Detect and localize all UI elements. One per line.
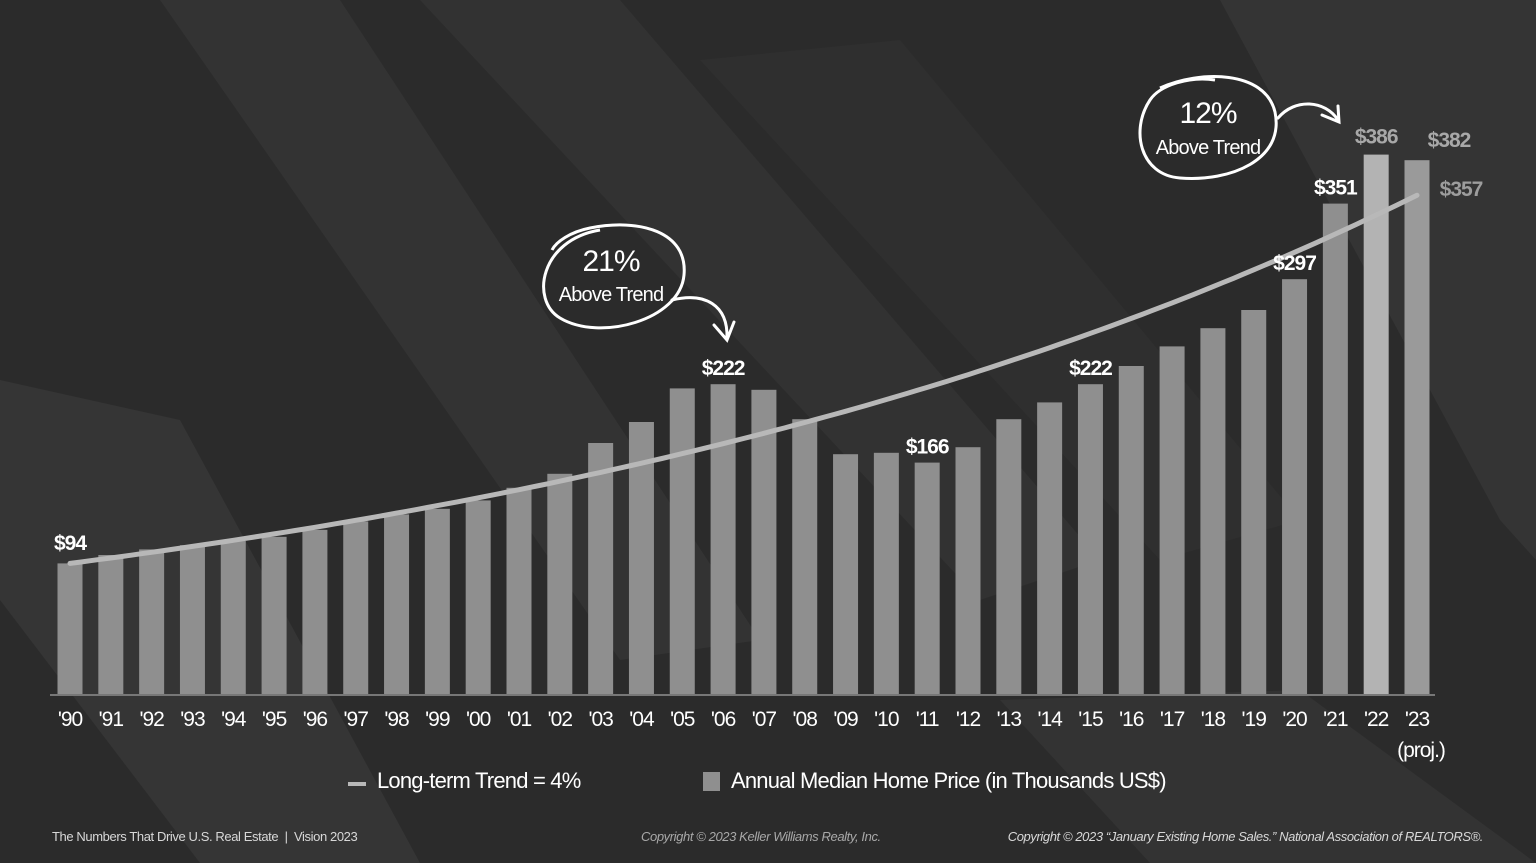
- bar-92: [139, 549, 165, 695]
- data-label: $222: [1069, 357, 1112, 380]
- bar-22: [1363, 154, 1389, 696]
- bar-91: [98, 555, 124, 695]
- x-tick-label: '10: [874, 708, 899, 731]
- data-label: $222: [702, 357, 745, 380]
- bar-15: [1077, 384, 1103, 695]
- bar-02: [547, 473, 573, 695]
- bar-20: [1282, 279, 1308, 695]
- x-tick-label: '06: [711, 708, 736, 731]
- bar-01: [506, 487, 532, 695]
- x-tick-label: '01: [507, 708, 532, 731]
- data-label: $357: [1440, 178, 1483, 201]
- bar-16: [1118, 366, 1144, 695]
- legend-bar-swatch: [703, 772, 720, 791]
- x-tick-label: '13: [997, 708, 1022, 731]
- legend-bar-label: Annual Median Home Price (in Thousands U…: [731, 768, 1166, 793]
- x-tick-label: '97: [344, 708, 369, 731]
- bar-98: [384, 514, 410, 695]
- footer-title: The Numbers That Drive U.S. Real Estate …: [52, 829, 357, 844]
- circle-scribble: [1138, 75, 1278, 180]
- bar-00: [465, 500, 491, 695]
- x-tick-label: '00: [466, 708, 491, 731]
- bar-18: [1200, 328, 1226, 695]
- arrow-icon: [670, 296, 736, 343]
- bar-13: [996, 419, 1022, 695]
- legend-trend-label: Long-term Trend = 4%: [377, 768, 581, 793]
- bar-06: [710, 384, 736, 695]
- bar-97: [343, 521, 369, 695]
- footer-copyright-nar: Copyright © 2023 “January Existing Home …: [1008, 829, 1483, 844]
- bar-96: [302, 529, 328, 695]
- x-tick-label: '17: [1160, 708, 1185, 731]
- bar-94: [220, 541, 246, 695]
- x-tick-label: '92: [139, 708, 164, 731]
- x-tick-label: '94: [221, 708, 247, 731]
- x-tick-label: '22: [1364, 708, 1389, 731]
- bar-19: [1241, 310, 1267, 695]
- bar-09: [833, 454, 859, 695]
- x-tick-label: '18: [1201, 708, 1226, 731]
- bar-99: [424, 508, 450, 695]
- x-tick-label: '03: [588, 708, 613, 731]
- footer-copyright-kw: Copyright © 2023 Keller Williams Realty,…: [641, 829, 881, 844]
- bar-08: [792, 419, 818, 695]
- trend-line: [67, 192, 1420, 566]
- x-tick-label: '11: [916, 708, 939, 731]
- x-tick-label: '91: [99, 708, 124, 731]
- bar-21: [1322, 203, 1348, 695]
- data-label: $382: [1428, 129, 1471, 152]
- x-tick-sublabel: (proj.): [1397, 739, 1445, 762]
- data-label: $351: [1314, 177, 1358, 200]
- bar-95: [261, 536, 287, 695]
- x-tick-label: '08: [793, 708, 818, 731]
- bar-93: [179, 545, 205, 695]
- x-tick-label: '05: [670, 708, 695, 731]
- x-tick-label: '90: [58, 708, 83, 731]
- bar-10: [873, 452, 899, 695]
- data-label: $297: [1273, 252, 1316, 275]
- bar-14: [1037, 402, 1063, 695]
- data-label: $166: [906, 436, 949, 459]
- x-tick-label: '07: [752, 708, 777, 731]
- data-label: $94: [54, 532, 87, 555]
- bar-03: [588, 443, 614, 695]
- x-tick-label: '15: [1078, 708, 1103, 731]
- annotation-21-percent: 21% Above Trend: [542, 223, 736, 343]
- annotation-percent: 12%: [1179, 97, 1236, 130]
- x-tick-label: '23: [1405, 708, 1430, 731]
- arrow-icon: [1276, 102, 1341, 125]
- x-tick-label: '09: [833, 708, 858, 731]
- x-tick-label: '93: [180, 708, 205, 731]
- x-tick-label: '95: [262, 708, 287, 731]
- annotation-text: Above Trend: [559, 284, 664, 306]
- bar-11: [914, 462, 940, 695]
- x-tick-label: '19: [1242, 708, 1267, 731]
- x-tick-label: '20: [1282, 708, 1307, 731]
- annotation-12-percent: 12% Above Trend: [1138, 75, 1341, 180]
- x-tick-label: '04: [629, 708, 655, 731]
- x-tick-label: '14: [1037, 708, 1063, 731]
- bar-17: [1159, 346, 1185, 695]
- x-tick-label: '99: [425, 708, 450, 731]
- bar-12: [955, 447, 981, 695]
- x-tick-label: '12: [956, 708, 981, 731]
- legend: Long-term Trend = 4% Annual Median Home …: [348, 768, 1167, 793]
- annotation-text: Above Trend: [1156, 137, 1261, 159]
- bar-90: [57, 563, 83, 695]
- bar-23: [1404, 160, 1430, 695]
- circle-scribble: [542, 223, 686, 330]
- bar-05: [669, 388, 695, 695]
- x-tick-label: '98: [384, 708, 409, 731]
- annotation-percent: 21%: [582, 245, 639, 278]
- data-label: $386: [1355, 126, 1398, 149]
- x-tick-label: '02: [548, 708, 573, 731]
- bar-07: [751, 389, 777, 695]
- x-tick-label: '21: [1323, 708, 1348, 731]
- x-tick-label: '96: [303, 708, 328, 731]
- x-tick-label: '16: [1119, 708, 1144, 731]
